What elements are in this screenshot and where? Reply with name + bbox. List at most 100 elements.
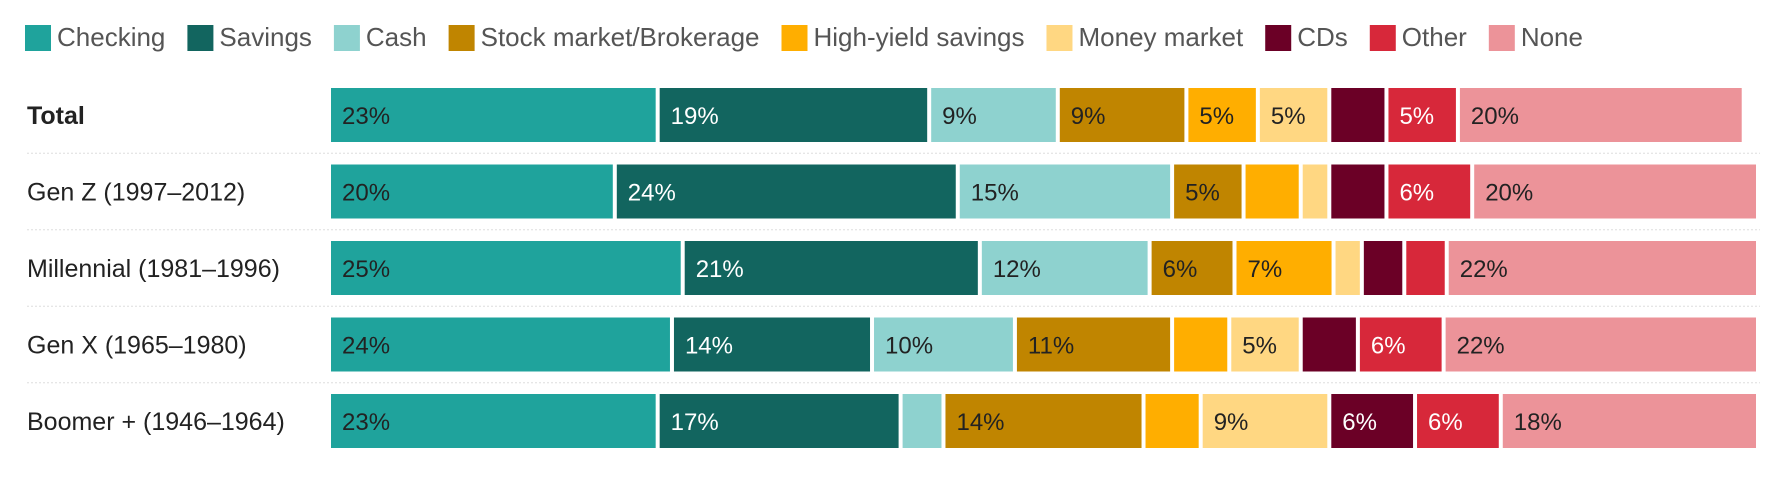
data-label-cash-total: 9% <box>942 103 977 130</box>
data-label-checking-gen-z-1997-2012: 20% <box>342 180 390 207</box>
data-label-other-gen-z-1997-2012: 6% <box>1399 180 1434 207</box>
bar-segment-checking-millennial-1981-1996 <box>331 241 681 295</box>
legend-label-stock-market-brokerage: Stock market/Brokerage <box>481 22 760 52</box>
legend-item-none: None <box>1488 22 1583 52</box>
data-label-cash-millennial-1981-1996: 12% <box>993 256 1041 283</box>
data-label-none-gen-x-1965-1980: 22% <box>1457 333 1505 360</box>
bar-segment-high-yield-savings-boomer-1946-1964 <box>1145 394 1199 448</box>
category-label-gen-x-1965-1980: Gen X (1965–1980) <box>27 332 247 360</box>
data-label-none-boomer-1946-1964: 18% <box>1514 409 1562 436</box>
bar-segment-cash-total <box>931 88 1056 142</box>
data-label-checking-boomer-1946-1964: 23% <box>342 409 390 436</box>
bar-segment-cds-gen-z-1997-2012 <box>1331 164 1385 219</box>
legend-item-money-market: Money market <box>1046 22 1244 52</box>
legend-label-high-yield-savings: High-yield savings <box>814 22 1025 52</box>
bar-segment-none-gen-x-1965-1980 <box>1445 317 1756 372</box>
data-label-checking-gen-x-1965-1980: 24% <box>342 333 390 360</box>
category-label-millennial-1981-1996: Millennial (1981–1996) <box>27 255 280 283</box>
bar-row-total: Total 23% 19% 9% 9% 5% 5% 5% 20% <box>27 88 1742 142</box>
bar-segment-savings-total <box>659 88 928 142</box>
data-label-savings-gen-x-1965-1980: 14% <box>685 333 733 360</box>
bar-segment-high-yield-savings-gen-x-1965-1980 <box>1174 317 1228 372</box>
legend-item-checking: Checking <box>25 22 165 52</box>
bar-row-gen-x-1965-1980: Gen X (1965–1980) 24% 14% 10% 11% 5% 6% 22% <box>27 317 1756 372</box>
bar-segment-cds-total <box>1331 88 1385 142</box>
legend-swatch-cds <box>1265 25 1292 51</box>
bar-segment-other-gen-z-1997-2012 <box>1388 164 1471 219</box>
bar-segment-cds-gen-x-1965-1980 <box>1302 317 1356 372</box>
legend-label-cds: CDs <box>1297 22 1348 52</box>
bar-segment-checking-gen-x-1965-1980 <box>331 317 670 372</box>
bar-segment-none-boomer-1946-1964 <box>1502 394 1756 448</box>
bar-segment-stock-market-brokerage-millennial-1981-1996 <box>1151 241 1233 295</box>
legend-item-cds: CDs <box>1265 22 1348 52</box>
data-label-savings-millennial-1981-1996: 21% <box>696 256 744 283</box>
data-label-stock-market-brokerage-millennial-1981-1996: 6% <box>1163 256 1198 283</box>
bar-segment-savings-gen-x-1965-1980 <box>673 317 871 372</box>
legend-swatch-stock-market-brokerage <box>448 25 475 51</box>
legend-label-none: None <box>1521 22 1583 52</box>
bar-segment-checking-total <box>331 88 656 142</box>
bar-segment-stock-market-brokerage-gen-z-1997-2012 <box>1174 164 1242 219</box>
bar-segment-cash-gen-z-1997-2012 <box>959 164 1171 219</box>
data-label-high-yield-savings-total: 5% <box>1199 103 1234 130</box>
legend-item-high-yield-savings: High-yield savings <box>781 22 1025 52</box>
category-label-gen-z-1997-2012: Gen Z (1997–2012) <box>27 179 245 207</box>
legend-label-savings: Savings <box>219 22 312 52</box>
data-label-savings-gen-z-1997-2012: 24% <box>628 180 676 207</box>
bar-segment-money-market-gen-x-1965-1980 <box>1231 317 1299 372</box>
data-label-stock-market-brokerage-gen-z-1997-2012: 5% <box>1185 180 1220 207</box>
data-label-money-market-gen-x-1965-1980: 5% <box>1242 333 1277 360</box>
chart-rows: Total 23% 19% 9% 9% 5% 5% 5% 20%Gen Z (1997–2012… <box>27 88 1756 448</box>
data-label-high-yield-savings-millennial-1981-1996: 7% <box>1248 256 1283 283</box>
bar-segment-cash-millennial-1981-1996 <box>981 241 1148 295</box>
data-label-cash-gen-x-1965-1980: 10% <box>885 333 933 360</box>
bar-segment-savings-millennial-1981-1996 <box>684 241 978 295</box>
bar-segment-savings-gen-z-1997-2012 <box>616 164 956 219</box>
legend-item-stock-market-brokerage: Stock market/Brokerage <box>448 22 760 52</box>
data-label-money-market-total: 5% <box>1271 103 1306 130</box>
data-label-savings-boomer-1946-1964: 17% <box>671 409 719 436</box>
bar-segment-cds-boomer-1946-1964 <box>1331 394 1414 448</box>
data-label-checking-millennial-1981-1996: 25% <box>342 256 390 283</box>
data-label-savings-total: 19% <box>671 103 719 130</box>
data-label-cash-gen-z-1997-2012: 15% <box>971 180 1019 207</box>
bar-row-gen-z-1997-2012: Gen Z (1997–2012) 20% 24% 15% 5% 6% 20% <box>27 164 1756 219</box>
data-label-checking-total: 23% <box>342 103 390 130</box>
data-label-none-total: 20% <box>1471 103 1519 130</box>
legend-swatch-none <box>1488 25 1515 51</box>
bar-segment-cash-boomer-1946-1964 <box>902 394 942 448</box>
legend-label-cash: Cash <box>366 22 427 52</box>
bar-segment-stock-market-brokerage-gen-x-1965-1980 <box>1016 317 1171 372</box>
data-label-stock-market-brokerage-gen-x-1965-1980: 11% <box>1028 333 1074 360</box>
bar-segment-none-millennial-1981-1996 <box>1448 241 1756 295</box>
bar-segment-money-market-gen-z-1997-2012 <box>1302 164 1328 219</box>
legend-swatch-savings <box>187 25 214 51</box>
bar-segment-other-millennial-1981-1996 <box>1406 241 1445 295</box>
bar-segment-cash-gen-x-1965-1980 <box>874 317 1013 372</box>
bar-segment-other-boomer-1946-1964 <box>1417 394 1499 448</box>
legend-swatch-checking <box>25 25 51 51</box>
legend-swatch-cash <box>333 25 360 51</box>
data-label-other-gen-x-1965-1980: 6% <box>1371 333 1406 360</box>
bar-segment-money-market-boomer-1946-1964 <box>1202 394 1328 448</box>
data-label-cds-boomer-1946-1964: 6% <box>1342 409 1377 436</box>
data-label-other-boomer-1946-1964: 6% <box>1428 409 1463 436</box>
bar-segment-stock-market-brokerage-boomer-1946-1964 <box>945 394 1142 448</box>
bar-segment-high-yield-savings-gen-z-1997-2012 <box>1245 164 1299 219</box>
bar-segment-none-total <box>1459 88 1742 142</box>
bar-segment-money-market-total <box>1259 88 1328 142</box>
bar-segment-savings-boomer-1946-1964 <box>659 394 899 448</box>
data-label-stock-market-brokerage-boomer-1946-1964: 14% <box>956 409 1004 436</box>
row-separators <box>27 152 1760 384</box>
legend-label-money-market: Money market <box>1078 22 1243 52</box>
category-label-boomer-1946-1964: Boomer + (1946–1964) <box>27 408 285 436</box>
data-label-none-gen-z-1997-2012: 20% <box>1485 180 1533 207</box>
data-label-other-total: 5% <box>1399 103 1434 130</box>
bar-segment-checking-gen-z-1997-2012 <box>331 164 613 219</box>
bar-segment-other-gen-x-1965-1980 <box>1359 317 1442 372</box>
legend-item-savings: Savings <box>187 22 312 52</box>
bar-segment-cds-millennial-1981-1996 <box>1363 241 1403 295</box>
bar-segment-other-total <box>1388 88 1456 142</box>
